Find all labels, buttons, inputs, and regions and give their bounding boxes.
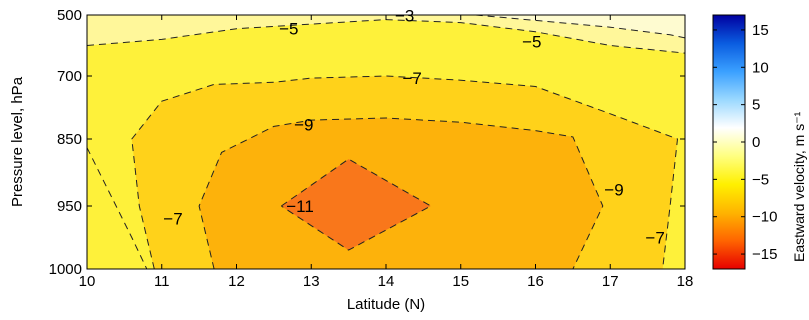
region-below-minus-11 xyxy=(281,159,431,251)
y-axis-label: Pressure level, hPa xyxy=(9,76,26,207)
x-tick-label: 16 xyxy=(527,273,544,290)
contour-label: −3 xyxy=(395,7,414,26)
colorbar-tick-label: −5 xyxy=(752,171,769,188)
colorbar-fill xyxy=(712,14,746,270)
colorbar-label: Eastward velocity, m s⁻¹ xyxy=(791,111,807,262)
contour-label: −5 xyxy=(279,19,298,38)
x-tick-label: 11 xyxy=(154,273,170,290)
colorbar-ticks: 15 10 5 0 −5 −10 −15 xyxy=(713,22,777,263)
contour-label: −5 xyxy=(522,33,541,52)
x-tick-label: 18 xyxy=(677,273,694,290)
colorbar-tick-label: −15 xyxy=(752,246,777,263)
contour-label: −7 xyxy=(403,69,422,88)
contour-label: −11 xyxy=(286,197,314,216)
contour-label: −9 xyxy=(604,180,623,199)
y-tick-label: 850 xyxy=(57,131,82,148)
colorbar: 15 10 5 0 −5 −10 −15 Eastward velocity, m s⁻¹ xyxy=(712,14,807,270)
x-tick-label: 17 xyxy=(602,273,619,290)
contour-line-minus-11-5 xyxy=(281,158,432,251)
contour-line-minus-3-0 xyxy=(87,147,148,269)
colorbar-tick-label: 10 xyxy=(752,59,769,76)
contour-labels: −3 −5 −5 −7 −7 −7 −9 −9 −11 xyxy=(163,7,664,248)
contour-fills xyxy=(87,15,685,269)
x-axis-label: Latitude (N) xyxy=(347,296,425,313)
colorbar-tick-label: 0 xyxy=(752,134,760,151)
contour-label: −9 xyxy=(294,115,313,134)
colorbar-tick-label: 5 xyxy=(752,97,760,114)
x-tick-label: 10 xyxy=(79,273,96,290)
x-tick-label: 15 xyxy=(452,273,469,290)
colorbar-tick-label: 15 xyxy=(752,22,769,39)
x-tick-label: 12 xyxy=(228,273,245,290)
contour-line-minus-7-3 xyxy=(131,75,679,269)
y-tick-label: 1000 xyxy=(49,261,82,278)
x-tick-label: 14 xyxy=(378,273,395,290)
y-tick-label: 500 xyxy=(57,7,82,24)
contour-label: −7 xyxy=(645,229,664,248)
y-tick-label: 700 xyxy=(57,68,82,85)
contour-label: −7 xyxy=(163,210,182,229)
colorbar-tick-label: −10 xyxy=(752,209,777,226)
y-tick-label: 950 xyxy=(57,198,82,215)
x-axis: 10 11 12 13 14 15 16 17 18 xyxy=(79,15,694,290)
y-axis: 500 700 850 950 1000 xyxy=(49,7,685,278)
contour-line-minus-9-4 xyxy=(198,117,604,269)
x-tick-label: 13 xyxy=(303,273,320,290)
